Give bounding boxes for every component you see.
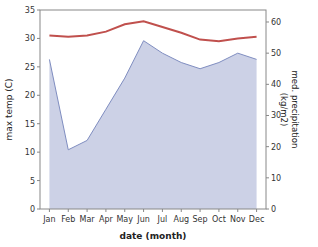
x-tick-label: Apr	[99, 215, 114, 224]
y2-tick	[266, 177, 269, 178]
x-label: date (month)	[120, 231, 187, 241]
x-tick-label: Jun	[136, 215, 150, 224]
x-tick-label: Mar	[80, 215, 96, 224]
y2-tick	[266, 146, 269, 147]
y-tick-label: 20	[25, 91, 35, 100]
y2-tick-label: 60	[271, 18, 281, 27]
x-tick	[124, 209, 125, 212]
x-tick	[143, 209, 144, 212]
y-tick	[37, 95, 40, 96]
y2-tick	[266, 53, 269, 54]
plot-frame	[40, 10, 266, 209]
x-tick	[181, 209, 182, 212]
precip-area	[49, 41, 256, 209]
x-tick	[200, 209, 201, 212]
x-tick	[218, 209, 219, 212]
y2-tick	[266, 84, 269, 85]
x-tick-label: Jan	[42, 215, 55, 224]
y-tick	[37, 209, 40, 210]
x-tick	[256, 209, 257, 212]
y2-tick-label: 10	[271, 174, 281, 183]
x-tick-label: Feb	[61, 215, 75, 224]
precip-line	[49, 41, 256, 150]
y-tick	[37, 123, 40, 124]
x-tick	[68, 209, 69, 212]
x-tick-label: May	[116, 215, 133, 224]
y-tick-label: 0	[30, 205, 35, 214]
x-tick	[87, 209, 88, 212]
y-tick-label: 30	[25, 34, 35, 43]
y-tick-label: 10	[25, 148, 35, 157]
chart: Jan Feb MarAprMayJun Jul Aug Sep Oct NovDec 0 5 10…	[0, 0, 318, 247]
y-tick	[37, 38, 40, 39]
y2-label: med. precipitation(kg/m2)	[279, 71, 300, 149]
x-tick-label: Sep	[193, 215, 208, 224]
y-label: max temp (C)	[4, 78, 14, 140]
y2-tick-label: 20	[271, 143, 281, 152]
y2-label-line: (kg/m2)	[279, 93, 289, 127]
x-tick-label: Oct	[212, 215, 226, 224]
temp-line	[49, 21, 256, 41]
y-tick	[37, 180, 40, 181]
x-tick-label: Nov	[230, 215, 246, 224]
y2-tick	[266, 115, 269, 116]
x-tick	[237, 209, 238, 212]
y-tick-label: 5	[30, 177, 35, 186]
x-tick-label: Aug	[173, 215, 189, 224]
y2-tick	[266, 21, 269, 22]
plot-area	[49, 21, 256, 209]
y-tick	[37, 152, 40, 153]
y-tick-label: 15	[25, 120, 35, 129]
y-tick-label: 25	[25, 63, 35, 72]
y-tick-label: 35	[25, 6, 35, 15]
y-tick	[37, 66, 40, 67]
y2-tick	[266, 209, 269, 210]
y2-tick-label: 40	[271, 80, 281, 89]
x-tick	[105, 209, 106, 212]
y2-tick-label: 50	[271, 49, 281, 58]
x-tick-label: Dec	[249, 215, 264, 224]
y2-tick-label: 0	[271, 205, 276, 214]
x-tick	[49, 209, 50, 212]
y-tick	[37, 10, 40, 11]
x-tick-label: Jul	[157, 215, 168, 224]
x-tick	[162, 209, 163, 212]
y2-label-line: med. precipitation	[290, 71, 300, 149]
